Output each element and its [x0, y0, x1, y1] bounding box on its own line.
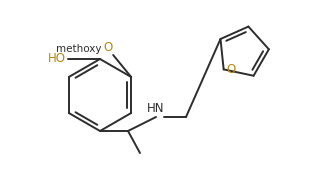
Text: methoxy: methoxy — [56, 44, 101, 54]
Text: O: O — [227, 63, 236, 76]
Text: HO: HO — [48, 52, 66, 65]
Text: HN: HN — [147, 102, 165, 115]
Text: O: O — [103, 41, 112, 54]
